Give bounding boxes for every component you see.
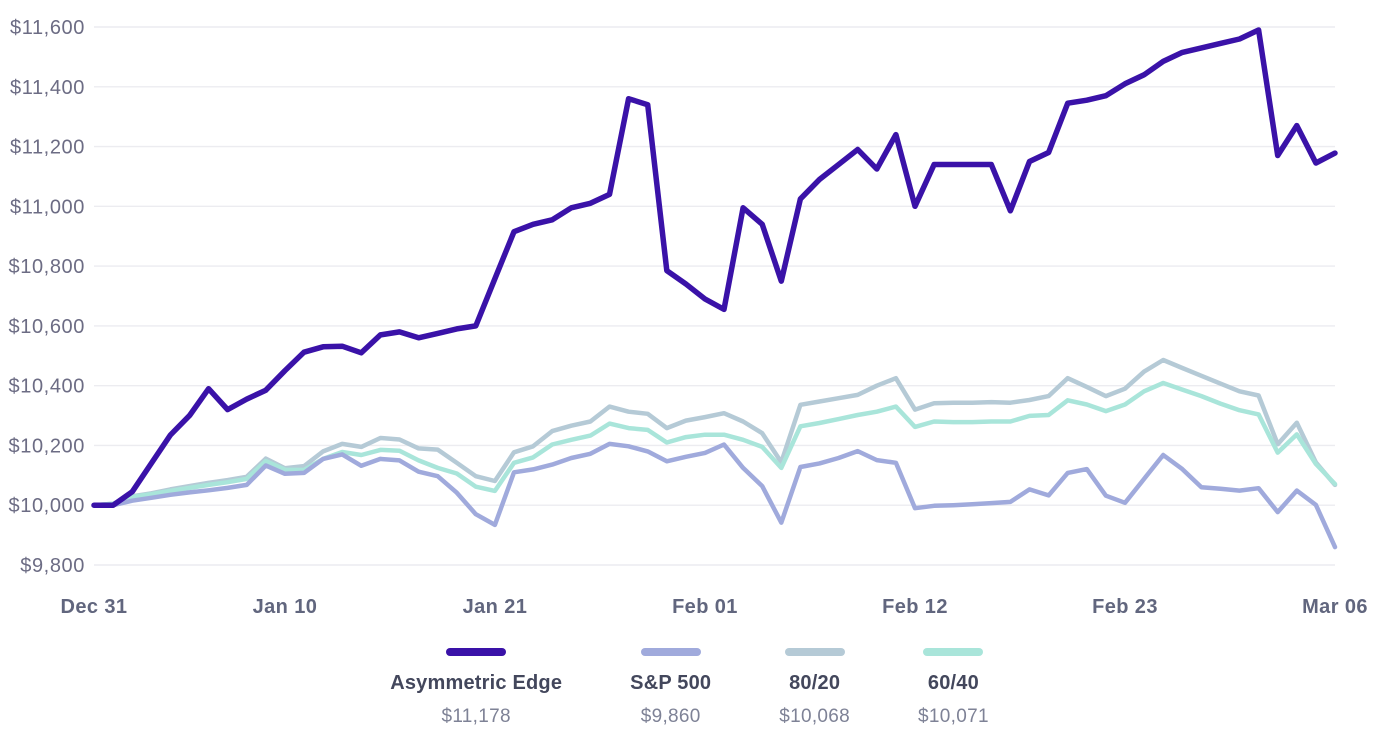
y-axis-label: $10,200 xyxy=(9,435,86,457)
y-axis-label: $11,000 xyxy=(10,196,85,218)
x-axis-label: Mar 06 xyxy=(1302,596,1368,618)
series-line-sp-500[interactable] xyxy=(91,441,1338,550)
legend-swatch-asymmetric-edge xyxy=(446,648,507,656)
performance-line-chart: $11,600 $11,400 $11,200 $11,000 $10,800 $10,6… xyxy=(9,17,1368,618)
x-axis-label: Feb 23 xyxy=(1092,596,1158,618)
legend-value: $9,860 xyxy=(640,706,701,727)
legend-item-sp-500[interactable]: S&P 500 $9,860 xyxy=(630,648,711,728)
legend-label: 80/20 xyxy=(789,672,841,694)
legend-swatch-60-40 xyxy=(923,648,984,656)
y-axis-label: $11,600 xyxy=(10,17,85,39)
legend-item-60-40[interactable]: 60/40 $10,071 xyxy=(918,648,989,728)
legend-value: $10,068 xyxy=(779,706,851,727)
x-axis-label: Jan 21 xyxy=(463,596,528,618)
legend-value: $10,071 xyxy=(918,706,989,727)
y-axis-label: $10,600 xyxy=(9,316,86,338)
x-axis-label: Feb 12 xyxy=(882,596,948,618)
y-axis-label: $10,000 xyxy=(9,495,86,517)
chart-legend: Asymmetric Edge $11,178 S&P 500 $9,860 80/20… xyxy=(0,648,1379,728)
x-axis-label: Feb 01 xyxy=(672,596,738,618)
y-axis-label: $11,400 xyxy=(10,77,85,99)
legend-item-asymmetric-edge[interactable]: Asymmetric Edge $11,178 xyxy=(390,648,562,728)
legend-value: $11,178 xyxy=(441,706,511,727)
y-axis-label: $10,400 xyxy=(9,376,86,398)
y-axis-label: $9,800 xyxy=(20,555,85,577)
legend-item-80-20[interactable]: 80/20 $10,068 xyxy=(779,648,850,728)
series-line-asymmetric-edge[interactable] xyxy=(91,27,1338,508)
x-axis-label: Dec 31 xyxy=(61,596,128,618)
series-line-80-20[interactable] xyxy=(91,357,1338,508)
x-axis-label: Jan 10 xyxy=(253,596,318,618)
legend-label: Asymmetric Edge xyxy=(390,672,563,694)
legend-label: S&P 500 xyxy=(630,672,712,694)
legend-swatch-sp-500 xyxy=(640,648,701,656)
legend-label: 60/40 xyxy=(927,672,979,694)
y-axis-label: $11,200 xyxy=(10,137,85,159)
series-line-60-40[interactable] xyxy=(91,380,1338,508)
y-axis-label: $10,800 xyxy=(9,256,86,278)
legend-swatch-80-20 xyxy=(784,648,845,656)
